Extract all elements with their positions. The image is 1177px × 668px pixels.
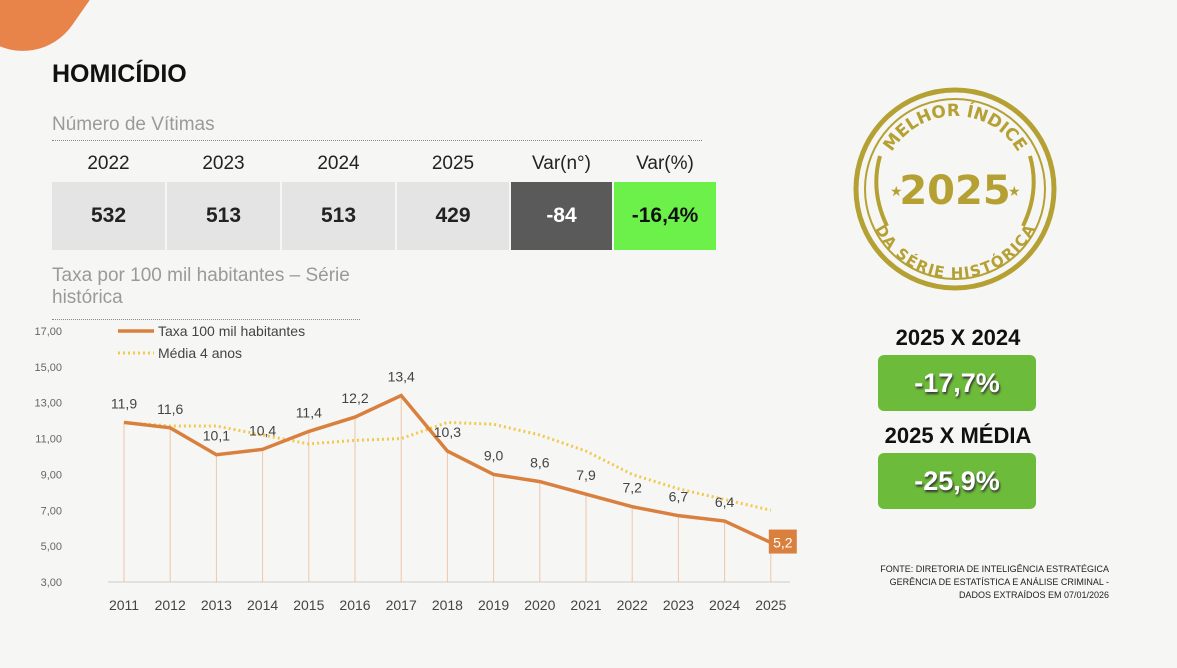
data-label: 10,3 bbox=[434, 424, 461, 440]
header-var-n: Var(n°) bbox=[532, 153, 591, 174]
legend-avg-label: Média 4 anos bbox=[158, 345, 242, 361]
star-icon: ★ bbox=[1008, 183, 1021, 199]
x-tick-label: 2017 bbox=[386, 597, 417, 613]
comparison-value: -17,7% bbox=[878, 355, 1036, 411]
data-label: 7,9 bbox=[576, 467, 596, 483]
y-tick-label: 7,00 bbox=[41, 505, 62, 517]
x-tick-label: 2019 bbox=[478, 597, 509, 613]
rate-series-line bbox=[123, 393, 772, 545]
comparison-2024: 2025 X 2024 -17,7% bbox=[878, 325, 1038, 411]
victims-table: 2022 2023 2024 2025 Var(n°) Var(%) 532 5… bbox=[50, 146, 718, 250]
value-var-n: -84 bbox=[511, 182, 612, 250]
x-tick-label: 2024 bbox=[709, 597, 740, 613]
best-index-seal: MELHOR ÍNDICE DA SÉRIE HISTÓRICA 2025 ★ … bbox=[853, 87, 1057, 291]
data-label: 6,7 bbox=[669, 489, 689, 505]
data-label: 6,4 bbox=[715, 494, 735, 510]
page-title: HOMICÍDIO bbox=[52, 60, 187, 88]
x-tick-label: 2021 bbox=[570, 597, 601, 613]
laurel-icon bbox=[874, 155, 1036, 227]
seal-bottom-text: DA SÉRIE HISTÓRICA bbox=[871, 221, 1038, 282]
x-tick-label: 2013 bbox=[201, 597, 232, 613]
source-line: FONTE: DIRETORIA DE INTELIGÊNCIA ESTRATÉ… bbox=[880, 564, 1109, 574]
x-tick-label: 2011 bbox=[109, 597, 139, 613]
x-tick-label: 2018 bbox=[432, 597, 463, 613]
header-2023: 2023 bbox=[202, 153, 245, 174]
data-label: 5,2 bbox=[773, 535, 793, 551]
last-value-box bbox=[768, 529, 797, 554]
source-note: FONTE: DIRETORIA DE INTELIGÊNCIA ESTRATÉ… bbox=[880, 563, 1109, 602]
header-2024: 2024 bbox=[317, 153, 360, 174]
x-tick-label: 2014 bbox=[247, 597, 278, 613]
star-icon: ★ bbox=[890, 183, 903, 199]
comparison-label: 2025 X MÉDIA bbox=[884, 423, 1032, 448]
header-2022: 2022 bbox=[87, 153, 130, 174]
x-tick-label: 2025 bbox=[755, 597, 786, 613]
seal-year: 2025 bbox=[899, 168, 1010, 214]
x-tick-label: 2015 bbox=[293, 597, 324, 613]
y-tick-label: 15,00 bbox=[34, 362, 62, 374]
data-label: 8,6 bbox=[530, 455, 550, 471]
comparison-average: 2025 X MÉDIA -25,9% bbox=[878, 423, 1038, 509]
x-tick-label: 2012 bbox=[155, 597, 186, 613]
svg-text:DA SÉRIE HISTÓRICA: DA SÉRIE HISTÓRICA bbox=[871, 221, 1038, 282]
data-label: 12,2 bbox=[341, 390, 368, 406]
victims-subtitle: Número de Vítimas bbox=[52, 114, 702, 141]
value-2022: 532 bbox=[52, 182, 165, 250]
data-label: 9,0 bbox=[484, 447, 504, 463]
data-label: 11,6 bbox=[157, 401, 183, 417]
value-2025: 429 bbox=[397, 182, 509, 250]
x-tick-label: 2020 bbox=[524, 597, 555, 613]
y-tick-label: 13,00 bbox=[34, 398, 62, 410]
x-tick-label: 2023 bbox=[663, 597, 694, 613]
value-2023: 513 bbox=[167, 182, 280, 250]
x-tick-label: 2022 bbox=[617, 597, 648, 613]
data-label: 11,4 bbox=[296, 404, 322, 420]
value-var-pct: -16,4% bbox=[614, 182, 716, 250]
data-label: 7,2 bbox=[622, 480, 642, 496]
comparison-value: -25,9% bbox=[878, 453, 1036, 509]
data-label: 10,1 bbox=[203, 428, 230, 444]
y-tick-label: 5,00 bbox=[41, 541, 62, 553]
data-label: 10,4 bbox=[249, 422, 276, 438]
source-line: GERÊNCIA DE ESTATÍSTICA E ANÁLISE CRIMIN… bbox=[889, 577, 1109, 587]
value-2024: 513 bbox=[282, 182, 395, 250]
header-2025: 2025 bbox=[431, 153, 475, 174]
y-tick-label: 9,00 bbox=[41, 469, 62, 481]
source-line: DADOS EXTRAÍDOS EM 07/01/2026 bbox=[958, 590, 1109, 600]
y-tick-label: 11,00 bbox=[35, 434, 62, 446]
y-tick-label: 3,00 bbox=[41, 577, 62, 589]
rate-chart: 3,00 5,00 7,00 9,00 11,00 13,00 15,00 17,00 2011… bbox=[34, 323, 797, 613]
svg-text:MELHOR ÍNDICE: MELHOR ÍNDICE bbox=[879, 100, 1030, 155]
legend-rate-label: Taxa 100 mil habitantes bbox=[158, 323, 305, 339]
data-label: 11,9 bbox=[111, 395, 137, 411]
rate-subtitle: Taxa por 100 mil habitantes – Série hist… bbox=[52, 265, 360, 320]
x-tick-label: 2016 bbox=[339, 597, 370, 613]
y-tick-label: 17,00 bbox=[34, 326, 62, 338]
comparison-label: 2025 X 2024 bbox=[895, 325, 1021, 350]
data-label: 13,4 bbox=[388, 369, 415, 385]
seal-top-text: MELHOR ÍNDICE bbox=[879, 100, 1030, 155]
header-var-pct: Var(%) bbox=[636, 153, 694, 174]
